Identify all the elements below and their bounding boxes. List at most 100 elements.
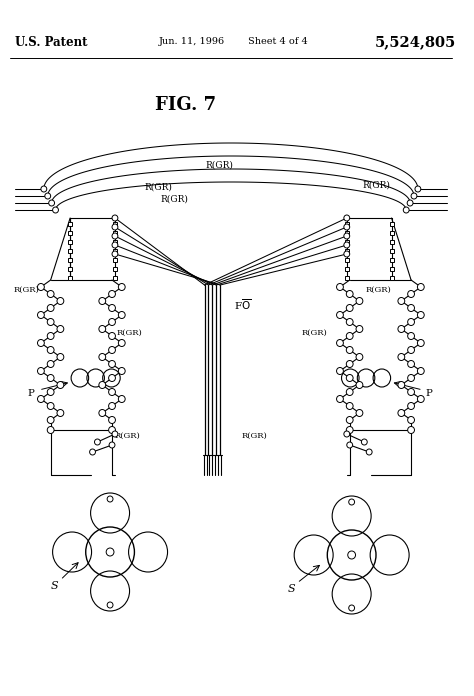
Circle shape	[344, 233, 350, 239]
Circle shape	[109, 290, 116, 297]
Text: F$\overline{\rm O}$: F$\overline{\rm O}$	[234, 298, 251, 313]
Circle shape	[47, 416, 54, 423]
Circle shape	[356, 409, 363, 416]
Circle shape	[99, 297, 106, 305]
Circle shape	[415, 186, 421, 192]
Circle shape	[109, 319, 116, 326]
Circle shape	[47, 402, 54, 409]
Circle shape	[408, 361, 414, 367]
Circle shape	[408, 388, 414, 395]
Text: P: P	[27, 390, 34, 399]
Circle shape	[408, 427, 414, 434]
Circle shape	[344, 215, 350, 221]
Circle shape	[109, 388, 116, 395]
Circle shape	[344, 431, 350, 437]
Text: R(GR): R(GR)	[302, 329, 328, 337]
Bar	[390, 222, 393, 226]
Circle shape	[366, 449, 372, 455]
Circle shape	[106, 548, 114, 556]
Circle shape	[57, 326, 64, 333]
Text: P: P	[426, 390, 433, 399]
Bar	[113, 249, 117, 253]
Bar	[68, 222, 72, 226]
Circle shape	[337, 395, 343, 402]
Text: R(GR): R(GR)	[144, 183, 172, 192]
Circle shape	[346, 333, 353, 340]
Text: R(GR): R(GR)	[14, 286, 39, 294]
Bar	[390, 258, 393, 262]
Circle shape	[53, 207, 58, 213]
Circle shape	[109, 305, 116, 312]
Bar	[345, 222, 349, 226]
Circle shape	[57, 409, 64, 416]
Bar	[345, 276, 349, 280]
Circle shape	[337, 340, 343, 347]
Circle shape	[47, 361, 54, 367]
Text: S: S	[287, 584, 295, 594]
Circle shape	[347, 442, 353, 448]
Circle shape	[346, 402, 353, 409]
Bar	[68, 267, 72, 271]
Circle shape	[109, 402, 116, 409]
Circle shape	[47, 333, 54, 340]
Bar	[113, 231, 117, 235]
Circle shape	[41, 186, 47, 192]
Circle shape	[349, 499, 355, 505]
Circle shape	[418, 395, 424, 402]
Bar	[68, 249, 72, 253]
Circle shape	[348, 551, 356, 559]
Circle shape	[109, 374, 116, 381]
Circle shape	[408, 402, 414, 409]
Circle shape	[47, 305, 54, 312]
Circle shape	[408, 374, 414, 381]
Circle shape	[398, 409, 405, 416]
Circle shape	[356, 297, 363, 305]
Circle shape	[118, 312, 125, 319]
Circle shape	[346, 305, 353, 312]
Text: Jun. 11, 1996: Jun. 11, 1996	[159, 38, 225, 47]
Circle shape	[107, 602, 113, 608]
Text: S: S	[51, 581, 58, 591]
Circle shape	[418, 367, 424, 374]
Bar	[345, 258, 349, 262]
Circle shape	[112, 431, 118, 437]
Circle shape	[109, 361, 116, 367]
Circle shape	[418, 283, 424, 290]
Circle shape	[408, 347, 414, 354]
Circle shape	[99, 409, 106, 416]
Bar	[345, 240, 349, 244]
Circle shape	[45, 193, 51, 199]
Bar	[113, 267, 117, 271]
Circle shape	[118, 367, 125, 374]
Circle shape	[112, 233, 118, 239]
Circle shape	[344, 224, 350, 230]
Circle shape	[408, 305, 414, 312]
Circle shape	[118, 283, 125, 290]
Circle shape	[398, 381, 405, 388]
Text: R(GR): R(GR)	[161, 195, 189, 204]
Text: R(GR): R(GR)	[362, 181, 390, 190]
Circle shape	[418, 312, 424, 319]
Circle shape	[356, 381, 363, 388]
Circle shape	[398, 354, 405, 361]
Circle shape	[403, 207, 409, 213]
Circle shape	[99, 326, 106, 333]
Text: R(GR): R(GR)	[115, 432, 141, 440]
Bar	[113, 276, 117, 280]
Circle shape	[346, 361, 353, 367]
Bar	[113, 258, 117, 262]
Circle shape	[346, 319, 353, 326]
Circle shape	[408, 319, 414, 326]
Circle shape	[109, 442, 115, 448]
Circle shape	[99, 354, 106, 361]
Circle shape	[37, 367, 45, 374]
Circle shape	[344, 251, 350, 257]
Circle shape	[57, 354, 64, 361]
Bar	[390, 276, 393, 280]
Circle shape	[112, 215, 118, 221]
Circle shape	[57, 297, 64, 305]
Circle shape	[346, 427, 353, 434]
Bar	[345, 231, 349, 235]
Circle shape	[49, 200, 55, 206]
Circle shape	[94, 439, 100, 445]
